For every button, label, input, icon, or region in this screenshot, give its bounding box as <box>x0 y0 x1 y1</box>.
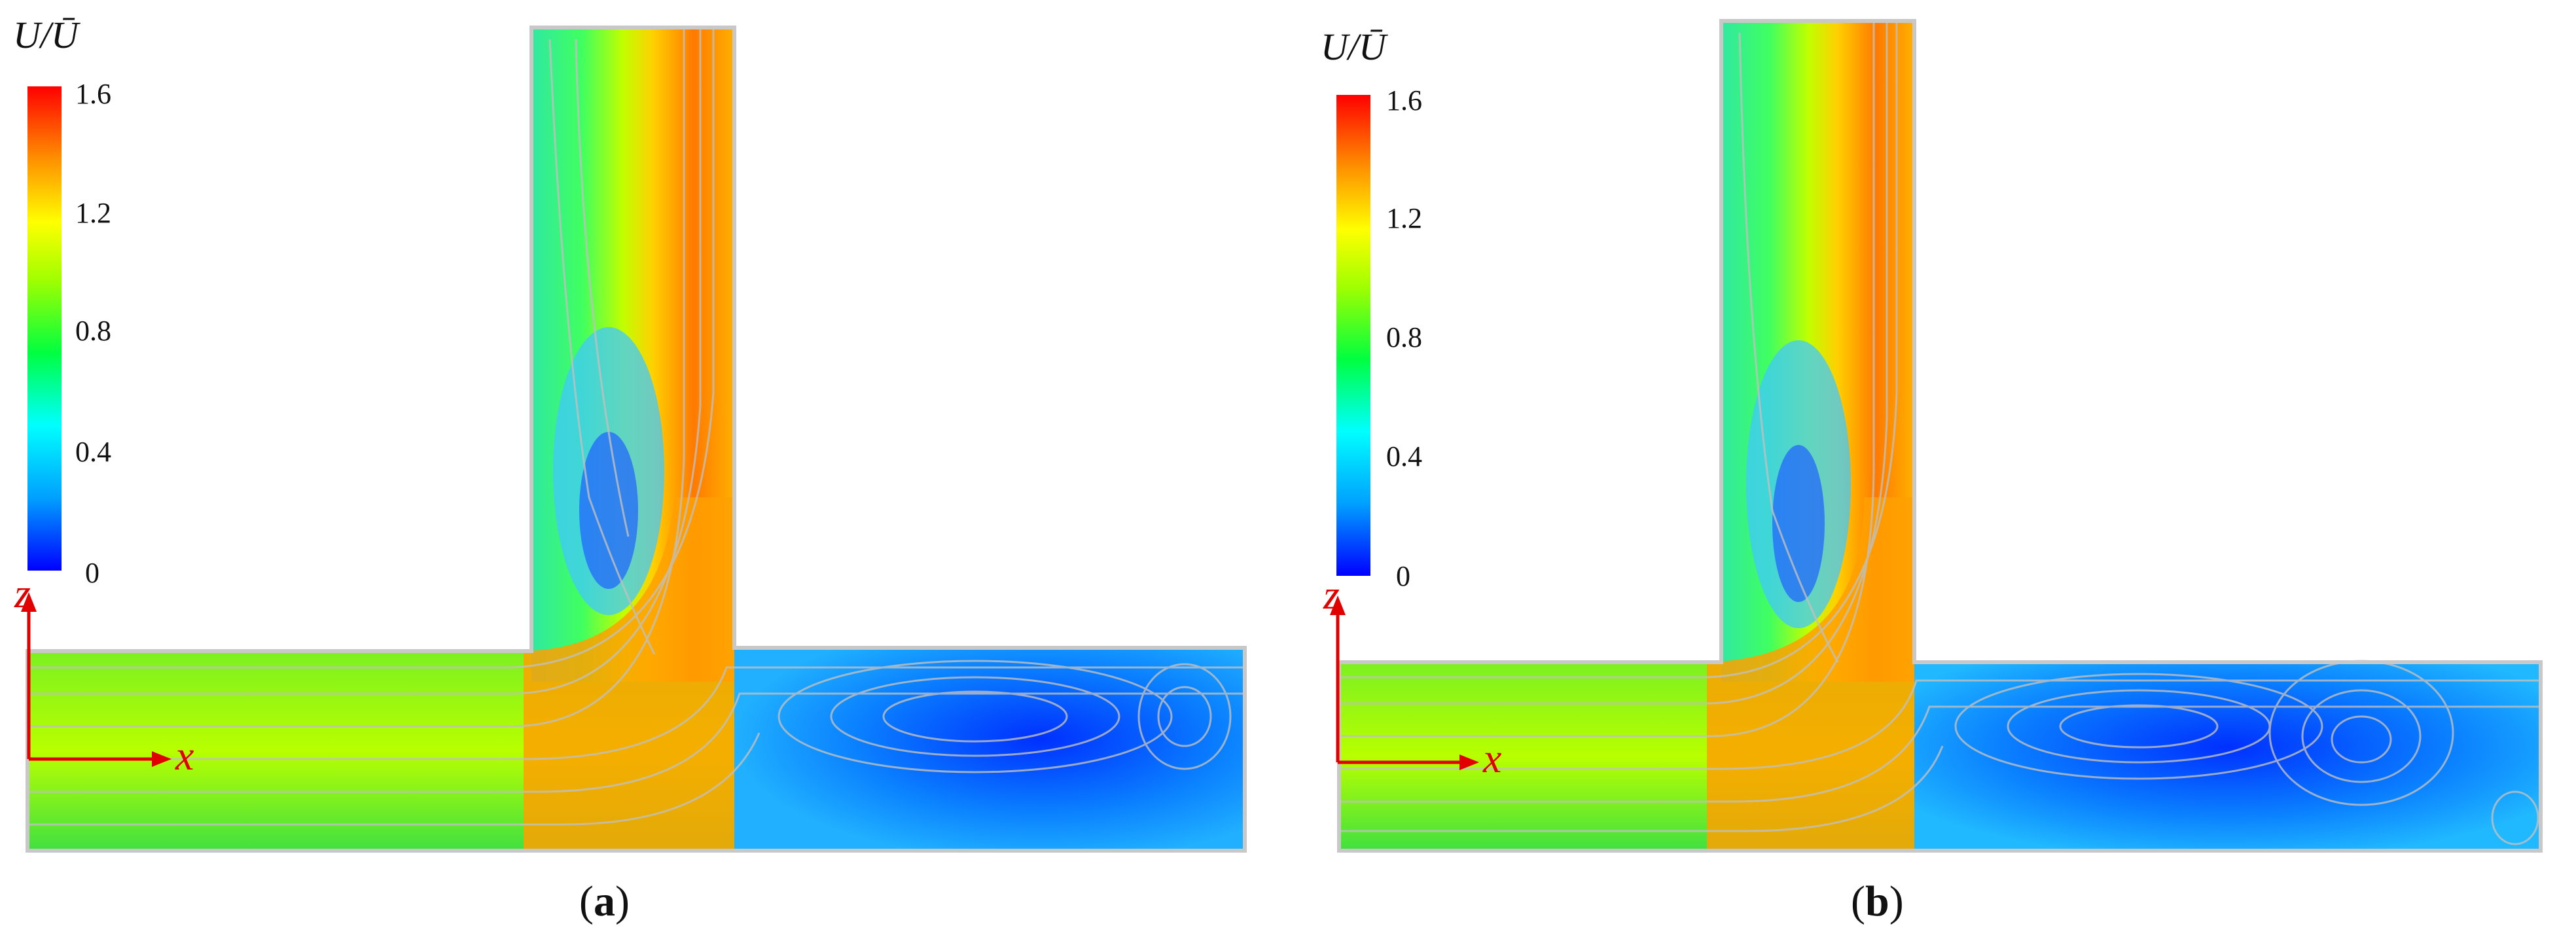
streamlines-b <box>1339 21 2541 845</box>
panel-a: U/Ū 1.6 1.2 0.8 0.4 0 z x (a) <box>13 14 1247 925</box>
z-axis-label: z <box>14 570 31 616</box>
caption-b: (b) <box>1851 877 1904 925</box>
colorbar-tick: 0.4 <box>75 436 111 468</box>
panel-b: U/Ū 1.6 1.2 0.8 0.4 0 z x (b) <box>1288 0 2576 939</box>
colorbar-title: U/Ū <box>1321 26 1386 68</box>
x-axis-label: x <box>175 732 194 779</box>
colorbar-tick: 0 <box>85 557 99 589</box>
colorbar-tick: 0.4 <box>1386 440 1422 472</box>
colorbar-tick: 0.8 <box>1386 321 1422 353</box>
colorbar-tick: 1.2 <box>1386 202 1422 234</box>
z-axis-label: z <box>1323 571 1340 618</box>
colorbar-b <box>1336 95 1370 576</box>
channel-wall-b <box>1337 19 2543 853</box>
flow-field-b <box>1330 19 2543 853</box>
caption-a: (a) <box>579 877 630 925</box>
flow-field-a <box>21 26 1247 853</box>
colorbar-tick: 1.6 <box>1386 84 1422 116</box>
colorbar-tick: 1.2 <box>75 197 111 229</box>
colorbar-a <box>27 86 62 571</box>
channel-wall-a <box>26 26 1247 853</box>
colorbar-tick: 0 <box>1396 560 1410 592</box>
outlet-recirculation-b <box>1914 662 2541 851</box>
colorbar-tick: 0.8 <box>75 315 111 347</box>
streamlines-a <box>27 27 1243 826</box>
colorbar-title: U/Ū <box>13 14 79 56</box>
x-axis-label: x <box>1483 735 1502 781</box>
colorbar-tick: 1.6 <box>75 78 111 110</box>
